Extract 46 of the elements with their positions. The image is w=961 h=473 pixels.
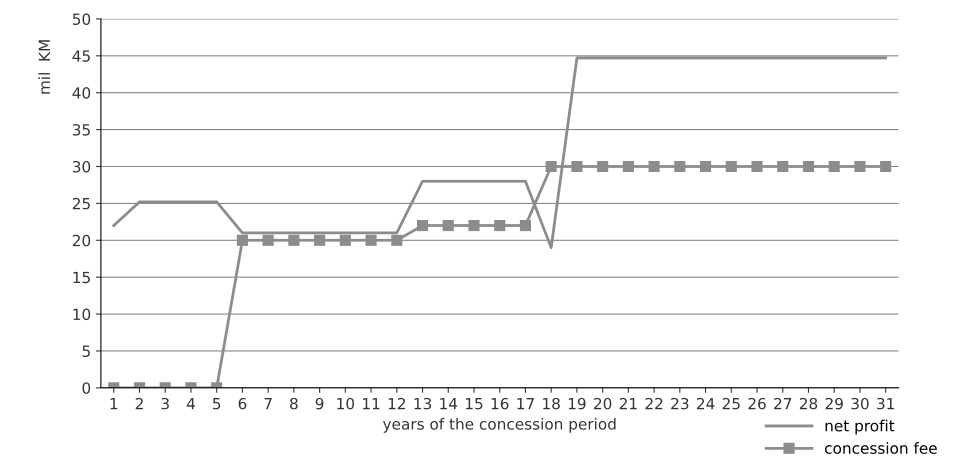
x-tick-label: 11 xyxy=(363,398,380,410)
y-tick-label: 0 xyxy=(82,382,90,394)
x-tick-label: 3 xyxy=(162,398,169,410)
x-tick-label: 14 xyxy=(440,398,458,410)
x-tick-label: 2 xyxy=(136,398,143,410)
y-tick-label: 25 xyxy=(72,198,90,210)
x-tick-label: 4 xyxy=(186,398,195,410)
x-tick-label: 29 xyxy=(826,398,843,410)
x-tick-label: 16 xyxy=(492,398,508,410)
y-tick-label: 10 xyxy=(73,308,90,320)
x-tick-label: 15 xyxy=(466,398,482,410)
y-tick-label: 30 xyxy=(72,160,90,173)
x-tick-label: 18 xyxy=(543,398,560,410)
y-tick-label: 35 xyxy=(72,124,90,136)
x-tick-label: 31 xyxy=(877,398,894,410)
x-tick-label: 10 xyxy=(337,398,354,410)
legend-label: concession fee xyxy=(825,442,937,454)
x-tick-label: 6 xyxy=(238,398,246,410)
x-tick-label: 21 xyxy=(620,398,637,410)
y-tick-label: 40 xyxy=(72,87,90,99)
x-tick-label: 30 xyxy=(851,398,869,410)
x-tick-label: 12 xyxy=(388,398,405,410)
x-axis-title: years of the concession period xyxy=(382,418,616,433)
x-tick-label: 9 xyxy=(316,398,324,410)
x-tick-label: 23 xyxy=(671,398,688,410)
x-tick-label: 13 xyxy=(414,398,432,410)
x-tick-label: 19 xyxy=(568,398,586,410)
y-tick-label: 45 xyxy=(72,50,90,62)
y-tick-label: 5 xyxy=(82,346,90,357)
x-tick-label: 5 xyxy=(213,398,220,410)
x-tick-label: 1 xyxy=(110,398,118,410)
x-tick-label: 25 xyxy=(722,398,740,410)
x-tick-label: 20 xyxy=(594,398,612,410)
y-tick-label: 20 xyxy=(72,234,90,246)
y-axis-title: mil KM xyxy=(38,40,50,94)
y-tick-label: 15 xyxy=(73,272,90,284)
x-tick-label: 26 xyxy=(748,398,766,410)
x-tick-label: 28 xyxy=(800,398,818,410)
x-tick-label: 17 xyxy=(517,398,534,410)
x-tick-label: 27 xyxy=(774,398,792,410)
x-tick-label: 8 xyxy=(290,398,298,410)
y-tick-label: 50 xyxy=(72,13,90,25)
x-tick-label: 22 xyxy=(646,398,662,410)
x-tick-label: 7 xyxy=(264,398,272,410)
legend-label: net profit xyxy=(826,420,894,434)
x-tick-label: 24 xyxy=(696,398,714,410)
